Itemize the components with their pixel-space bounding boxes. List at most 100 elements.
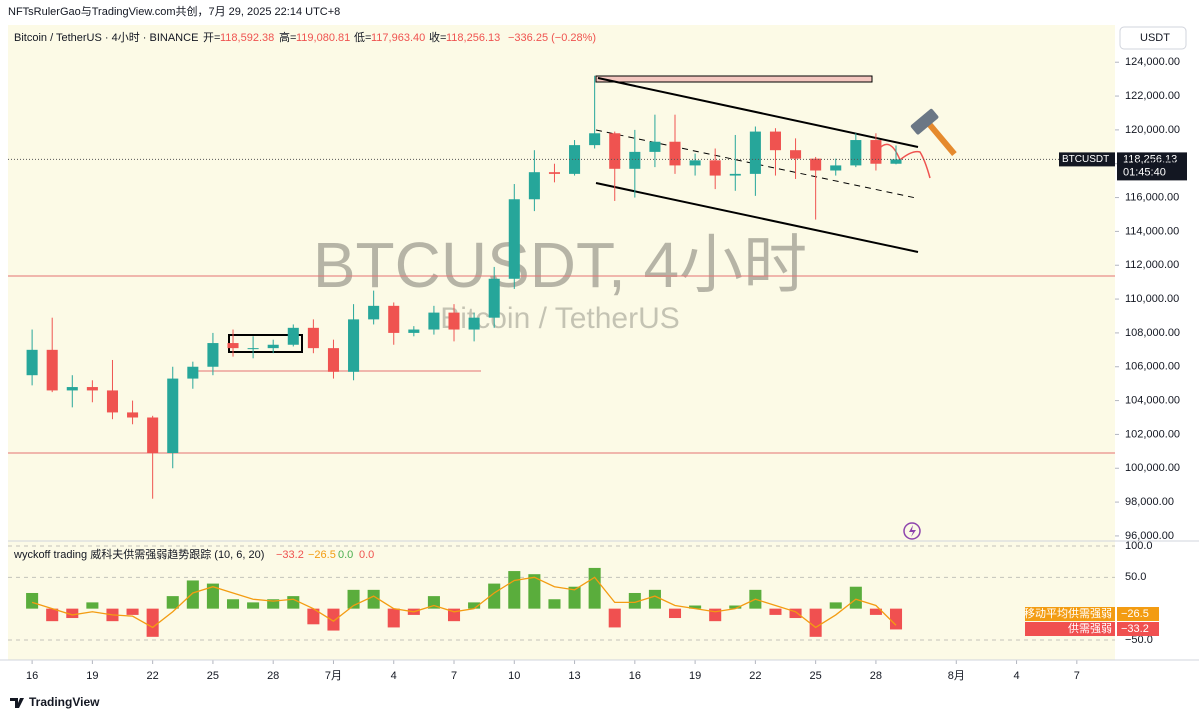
y-tick-label: 50.0 — [1125, 571, 1146, 583]
x-tick-label: 22 — [147, 670, 159, 682]
x-tick-label: 25 — [207, 670, 219, 682]
histogram-bar — [789, 608, 802, 619]
candle-body — [548, 172, 560, 174]
candle-body — [327, 348, 339, 372]
candle-body — [810, 158, 822, 171]
value-label: −26.5 — [1121, 608, 1149, 620]
histogram-bar — [769, 608, 782, 615]
watermark-sub: Bitcoin / TetherUS — [440, 302, 680, 335]
candle-body — [488, 278, 500, 318]
candle-body — [227, 343, 239, 349]
candle-body — [267, 344, 279, 349]
x-tick-label: 7 — [1074, 670, 1080, 682]
candle-body — [127, 412, 139, 418]
y-tick-label: 118,000.00 — [1125, 158, 1179, 170]
x-tick-label: 22 — [749, 670, 761, 682]
histogram-bar — [166, 596, 179, 609]
indicator-title: wyckoff trading 威科夫供需强弱趋势跟踪 (10, 6, 20) — [13, 547, 264, 561]
candle-body — [86, 387, 98, 391]
hammer-icon — [910, 108, 957, 157]
candle-body — [528, 172, 540, 200]
x-tick-label: 25 — [810, 670, 822, 682]
histogram-bar — [689, 605, 702, 609]
histogram-bar — [146, 608, 159, 637]
candle-body — [749, 131, 761, 174]
candle-body — [348, 319, 360, 372]
histogram-bar — [267, 599, 280, 609]
histogram-bar — [869, 608, 882, 615]
alert-bolt — [909, 525, 916, 537]
candle-body — [669, 141, 681, 166]
histogram-bar — [849, 586, 862, 609]
histogram-bar — [608, 608, 621, 628]
y-tick-label: 100.0 — [1125, 540, 1153, 552]
drawings — [8, 75, 1115, 540]
legend-tag — [1025, 607, 1115, 621]
currency[interactable]: USDT — [1140, 32, 1170, 44]
legend-entry: 供需强弱 — [1068, 621, 1112, 635]
histogram-bar — [548, 599, 561, 609]
y-tick-label: 98,000.00 — [1125, 496, 1174, 508]
indicator-value: 0.0 — [359, 549, 374, 561]
ohlc-label: 高= — [279, 30, 296, 44]
histogram-bar — [367, 589, 380, 609]
histogram-bar — [488, 583, 501, 609]
alert-icon[interactable] — [903, 522, 921, 540]
ohlc-value: 119,080.81 — [296, 32, 350, 44]
y-tick-label: 108,000.00 — [1125, 327, 1180, 339]
x-tick-label: 7月 — [325, 670, 342, 682]
histogram-bar — [648, 589, 661, 609]
histogram-bar — [668, 608, 682, 619]
indicator-value: −26.5 — [308, 549, 336, 561]
y-tick-label: 116,000.00 — [1125, 191, 1179, 203]
histogram-bar — [86, 602, 99, 609]
histogram-bar — [468, 602, 481, 609]
candle-body — [830, 165, 842, 171]
candle-body — [508, 199, 520, 279]
candle-body — [167, 378, 179, 454]
y-tick-label: 100,000.00 — [1125, 462, 1180, 474]
currency-button[interactable] — [1119, 26, 1187, 50]
histogram-bar — [66, 608, 79, 619]
grid — [31, 61, 1119, 664]
ohlc-value: 118,256.13 — [446, 32, 500, 44]
candle-body — [649, 141, 661, 152]
histogram-bar — [327, 608, 340, 631]
x-tick-label: 13 — [568, 670, 580, 682]
channel-upper — [597, 77, 919, 148]
histogram-bar — [387, 608, 400, 628]
x-tick-label: 19 — [689, 670, 701, 682]
resistance-zone — [595, 75, 873, 83]
indicator-legend: wyckoff trading 威科夫供需强弱趋势跟踪 (10, 6, 20) … — [13, 547, 374, 561]
candle-body — [569, 145, 581, 174]
y-tick-label: 112,000.00 — [1125, 259, 1179, 271]
histogram-bar — [206, 583, 219, 609]
y-tick-label: −50.0 — [1125, 634, 1153, 646]
histogram-bar — [729, 605, 742, 609]
x-tick-label: 4 — [391, 670, 397, 682]
candle-body — [769, 131, 781, 151]
footer: TradingView — [10, 695, 100, 709]
value-tag — [1117, 607, 1159, 621]
candle-body — [307, 327, 319, 349]
y-tick-label: 102,000.00 — [1125, 428, 1180, 440]
histogram-bar — [508, 571, 521, 609]
x-tick-label: 19 — [86, 670, 98, 682]
candle-body — [147, 417, 159, 454]
x-tick-label: 4 — [1013, 670, 1019, 682]
histogram-bar — [427, 596, 440, 609]
candle-body — [609, 133, 621, 169]
projection — [877, 143, 931, 179]
y-tick-label: 110,000.00 — [1125, 293, 1179, 305]
last-price: 118,256.13 — [1123, 153, 1177, 165]
ticker-tag — [1059, 152, 1115, 167]
x-tick-label: 10 — [508, 670, 520, 682]
y-tick-label: 122,000.00 — [1125, 90, 1180, 102]
y-tick-label: 96,000.00 — [1125, 530, 1174, 542]
candle-body — [428, 312, 440, 330]
y-tick-label: 104,000.00 — [1125, 394, 1180, 406]
legend-line: Bitcoin / TetherUS · 4小时 · BINANCE 开= 11… — [14, 30, 596, 44]
histogram-bar — [568, 586, 581, 609]
